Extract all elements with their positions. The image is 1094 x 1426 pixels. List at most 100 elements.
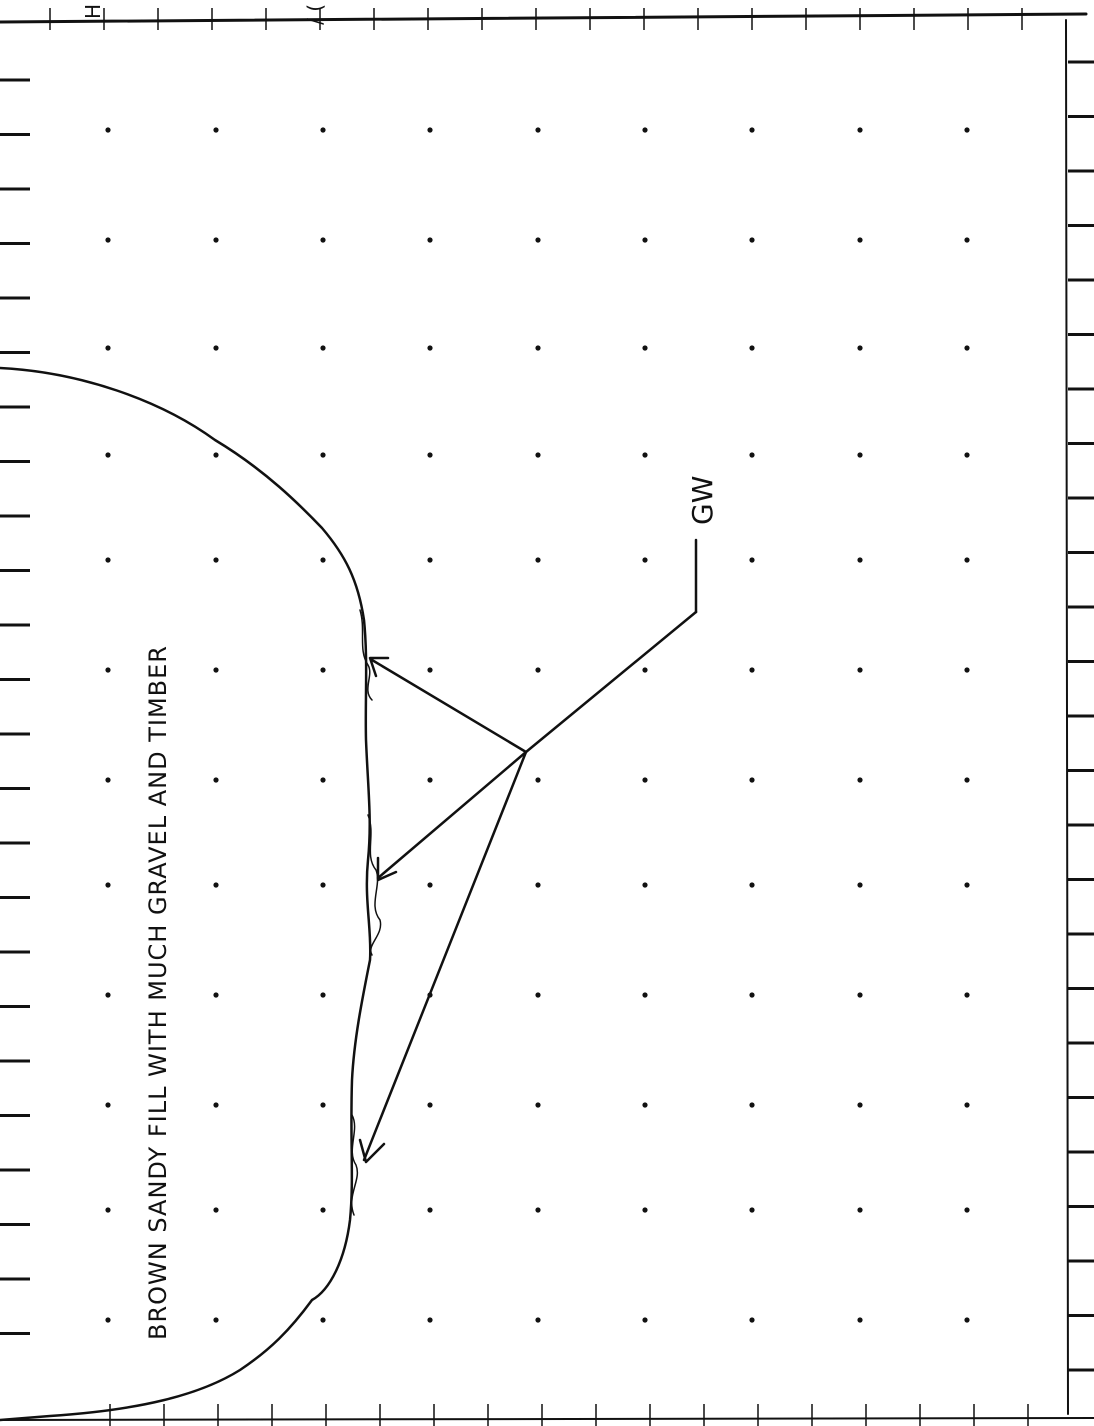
grid-dot — [749, 1317, 755, 1323]
header-fragment-left: H — [81, 4, 105, 19]
grid-dot — [642, 1207, 648, 1213]
grid-dot — [213, 882, 219, 888]
grid-dot — [964, 777, 970, 783]
gw-label: GW — [686, 476, 719, 525]
grid-dot — [213, 452, 219, 458]
sheet-border — [0, 12, 1094, 1421]
grid-dot — [964, 882, 970, 888]
grid-dot — [320, 557, 326, 563]
grid-dot — [964, 345, 970, 351]
grid-dot — [749, 777, 755, 783]
grid-dot — [857, 557, 863, 563]
grid-dot — [535, 345, 541, 351]
gw-arrow-lower — [358, 750, 528, 1164]
left-scale-ticks — [0, 78, 30, 1335]
grid-dot — [642, 1317, 648, 1323]
grid-dot — [642, 557, 648, 563]
grid-dot — [749, 127, 755, 133]
grid-dot — [642, 345, 648, 351]
grid-dot — [427, 1207, 433, 1213]
grid-dot — [535, 452, 541, 458]
grid-dot — [105, 992, 111, 998]
grid-dot — [535, 882, 541, 888]
grid-dot — [642, 777, 648, 783]
grid-dot — [105, 1317, 111, 1323]
grid-dot — [213, 557, 219, 563]
grid-dot — [320, 1102, 326, 1108]
grid-dot — [857, 1102, 863, 1108]
grid-dot — [749, 667, 755, 673]
grid-dot — [320, 1207, 326, 1213]
grid-dot — [105, 1102, 111, 1108]
grid-dot — [320, 345, 326, 351]
gw-arrow-middle — [376, 750, 528, 882]
grid-dot — [427, 452, 433, 458]
grid-dot — [535, 1317, 541, 1323]
grid-dot — [749, 1102, 755, 1108]
grid-dot — [105, 667, 111, 673]
grid-dot — [213, 1207, 219, 1213]
grid-dot — [857, 237, 863, 243]
grid-dot — [857, 882, 863, 888]
grid-dot — [857, 667, 863, 673]
grid-dot — [964, 127, 970, 133]
grid-dot — [749, 237, 755, 243]
grid-dot — [535, 667, 541, 673]
grid-dot — [213, 1102, 219, 1108]
grid-dot — [105, 345, 111, 351]
grid-dot — [320, 237, 326, 243]
grid-dot — [427, 237, 433, 243]
material-description-label: BROWN SANDY FILL WITH MUCH GRAVEL AND TI… — [144, 645, 172, 1340]
grid-dot — [320, 127, 326, 133]
grid-dot — [964, 1207, 970, 1213]
grid-dot — [749, 557, 755, 563]
gw-arrow-upper — [368, 656, 528, 754]
grid-dot — [642, 992, 648, 998]
grid-dot — [105, 882, 111, 888]
grid-dot — [320, 777, 326, 783]
grid-dot — [642, 237, 648, 243]
grid-dot — [857, 452, 863, 458]
grid-dot — [857, 345, 863, 351]
rough-edge-lower — [351, 1114, 359, 1216]
top-scale-ticks — [49, 8, 1023, 30]
grid-dot — [857, 127, 863, 133]
bottom-scale-ticks — [109, 1404, 1029, 1426]
grid-dot — [964, 667, 970, 673]
grid-dot — [427, 127, 433, 133]
grid-dot — [427, 667, 433, 673]
grid-dot — [427, 777, 433, 783]
rough-edge-upper — [359, 609, 373, 701]
header-fragment-right: / ( — [303, 4, 327, 25]
grid-dot — [105, 127, 111, 133]
grid-dot — [964, 452, 970, 458]
grid-dot — [213, 345, 219, 351]
grid-dot — [213, 667, 219, 673]
grid-dot — [964, 992, 970, 998]
grid-dot — [427, 345, 433, 351]
grid-dot — [320, 882, 326, 888]
grid-dot — [535, 992, 541, 998]
grid-dot — [213, 127, 219, 133]
grid-dot — [105, 777, 111, 783]
grid-dot — [964, 1317, 970, 1323]
rough-edge-middle — [367, 814, 382, 956]
grid-dot — [213, 777, 219, 783]
grid-dot — [105, 1207, 111, 1213]
grid-dot — [427, 557, 433, 563]
grid-dot — [857, 777, 863, 783]
grid-dot — [535, 557, 541, 563]
grid-dot — [535, 237, 541, 243]
grid-dot — [320, 667, 326, 673]
grid-dot — [105, 557, 111, 563]
grid-dot — [749, 452, 755, 458]
grid-dot — [427, 1317, 433, 1323]
grid-dot — [535, 777, 541, 783]
grid-dot — [427, 882, 433, 888]
grid-dot — [749, 992, 755, 998]
gw-leader — [524, 538, 698, 754]
grid-dot — [642, 1102, 648, 1108]
grid-dot — [535, 1102, 541, 1108]
fill-boundary-curve — [0, 366, 372, 1422]
